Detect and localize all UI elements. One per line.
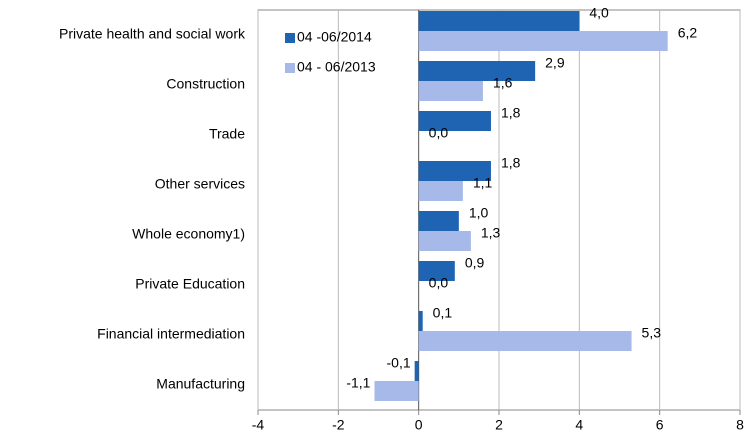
x-tick-label: 6 xyxy=(656,417,664,433)
category-label: Private health and social work xyxy=(59,26,246,42)
bar xyxy=(418,231,471,251)
value-label: 1,1 xyxy=(473,175,493,191)
category-label: Manufacturing xyxy=(156,376,245,392)
bar xyxy=(418,161,491,181)
bar xyxy=(374,381,419,401)
legend-label: 04 -06/2014 xyxy=(297,29,372,45)
value-label: 6,2 xyxy=(678,25,698,41)
x-tick-label: 8 xyxy=(736,417,744,433)
bar xyxy=(414,361,419,381)
category-label: Financial intermediation xyxy=(97,326,245,342)
legend-swatch xyxy=(285,63,295,73)
bar xyxy=(418,211,459,231)
value-label: 0,0 xyxy=(429,125,449,141)
value-label: 4,0 xyxy=(589,5,609,21)
x-tick-label: 0 xyxy=(415,417,423,433)
bar xyxy=(418,31,668,51)
bar xyxy=(418,11,580,31)
bar xyxy=(418,81,483,101)
value-label: 0,1 xyxy=(433,305,453,321)
value-label: 5,3 xyxy=(642,325,662,341)
legend-swatch xyxy=(285,33,295,43)
bar xyxy=(418,181,463,201)
category-label: Whole economy1) xyxy=(132,226,245,242)
value-label: 0,0 xyxy=(429,275,449,291)
bar xyxy=(418,311,423,331)
value-label: 1,8 xyxy=(501,105,521,121)
value-label: 0,9 xyxy=(465,255,485,271)
value-label: 1,0 xyxy=(469,205,489,221)
bar xyxy=(418,261,455,281)
value-label: 2,9 xyxy=(545,55,565,71)
value-label: 1,6 xyxy=(493,75,513,91)
bar xyxy=(418,61,536,81)
x-tick-label: 2 xyxy=(495,417,503,433)
value-label: -0,1 xyxy=(387,355,411,371)
category-label: Private Education xyxy=(135,276,245,292)
category-label: Construction xyxy=(166,76,245,92)
bar xyxy=(418,331,632,351)
value-label: -1,1 xyxy=(346,375,370,391)
value-label: 1,3 xyxy=(481,225,501,241)
x-tick-label: -4 xyxy=(252,417,265,433)
category-label: Other services xyxy=(155,176,245,192)
x-tick-label: -2 xyxy=(332,417,345,433)
category-label: Trade xyxy=(209,126,245,142)
x-tick-label: 4 xyxy=(575,417,583,433)
value-label: 1,8 xyxy=(501,155,521,171)
bar xyxy=(418,111,491,131)
legend-label: 04 - 06/2013 xyxy=(297,59,376,75)
